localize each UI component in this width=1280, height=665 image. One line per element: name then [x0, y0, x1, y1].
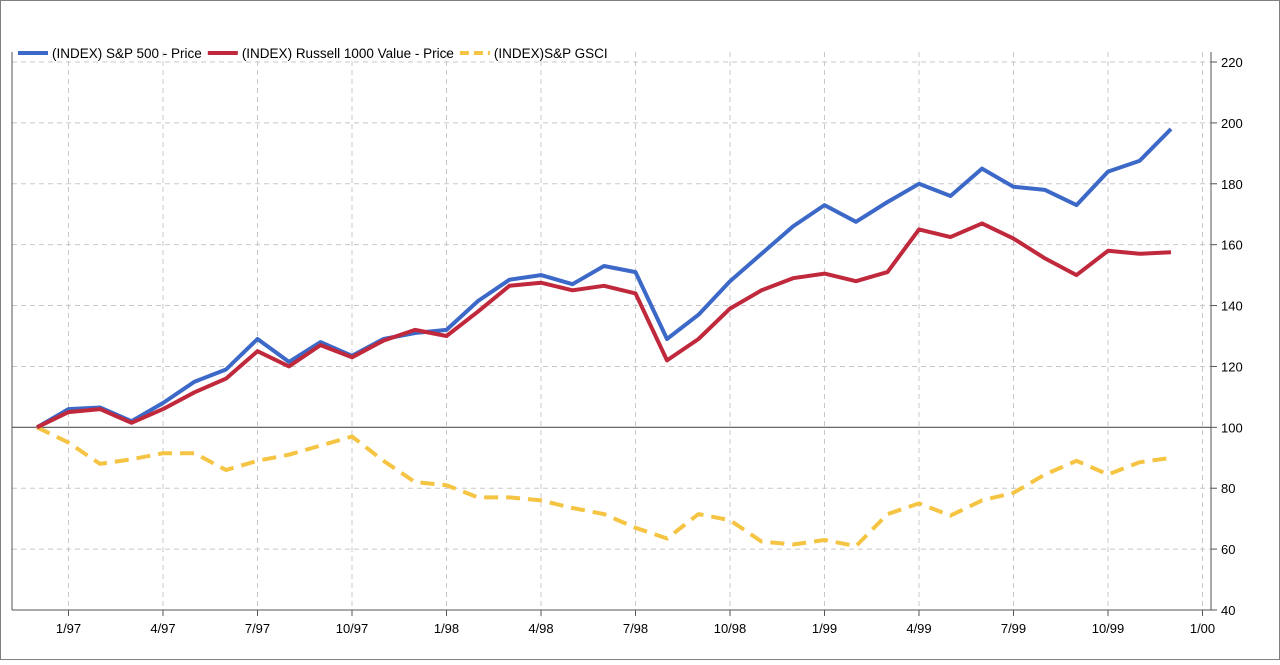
axes: 40 60 80 100 120 140 160 180 200 220 1/97 4/97 7/97 1… [11, 52, 1243, 636]
y-tick-label: 100 [1221, 420, 1243, 435]
legend-label-0: (INDEX) S&P 500 - Price [52, 46, 202, 61]
x-tick-label: 1/97 [56, 621, 81, 636]
series-line-1 [36, 221, 1172, 430]
x-tick-label: 7/97 [245, 621, 270, 636]
series-line-2 [36, 425, 1172, 549]
x-tick-label: 1/00 [1190, 621, 1215, 636]
y-tick-label: 200 [1221, 116, 1243, 131]
x-tick-label: 10/98 [714, 621, 747, 636]
series-lines [35, 127, 1173, 549]
y-tick-label: 180 [1221, 177, 1243, 192]
legend: (INDEX) S&P 500 - Price (INDEX) Russell 1… [18, 46, 608, 61]
x-tick-label: 7/98 [623, 621, 648, 636]
legend-label-2: (INDEX)S&P GSCI [494, 46, 608, 61]
y-tick-label: 80 [1221, 481, 1235, 496]
x-tick-label: 4/99 [906, 621, 931, 636]
y-tick-label: 60 [1221, 542, 1235, 557]
y-tick-label: 120 [1221, 359, 1243, 374]
y-tick-label: 40 [1221, 603, 1235, 618]
x-tick-label: 4/97 [150, 621, 175, 636]
x-tick-label: 10/99 [1092, 621, 1125, 636]
series-line-0 [35, 127, 1173, 430]
y-tick-label: 220 [1221, 55, 1243, 70]
x-tick-label: 1/98 [434, 621, 459, 636]
x-tick-label: 7/99 [1001, 621, 1026, 636]
legend-label-1: (INDEX) Russell 1000 Value - Price [242, 46, 454, 61]
x-tick-label: 4/98 [528, 621, 553, 636]
gridlines [12, 52, 1211, 610]
y-tick-label: 140 [1221, 299, 1243, 314]
x-tick-label: 1/99 [812, 621, 837, 636]
x-tick-label: 10/97 [336, 621, 369, 636]
y-tick-label: 160 [1221, 238, 1243, 253]
